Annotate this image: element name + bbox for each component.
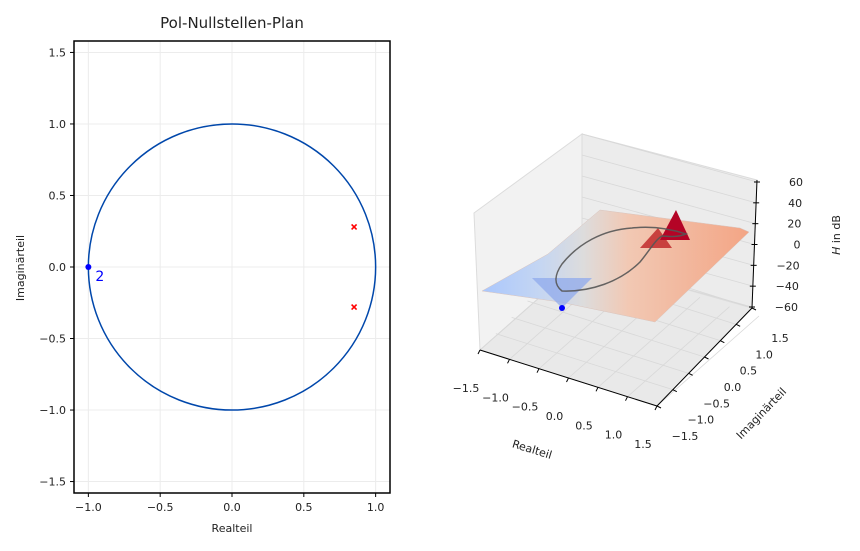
surface-x-tick-label: −1.5 (453, 382, 480, 395)
surface-x-tick (477, 349, 481, 355)
surface-x-gridline (656, 315, 760, 407)
surface-z-tick-label: 20 (787, 218, 801, 231)
pz-x-tick-label: 0.0 (223, 501, 241, 514)
pz-y-tick-label: −0.5 (39, 333, 66, 346)
pole-peak-1 (640, 228, 672, 248)
surface-y-tick (656, 405, 662, 409)
surface-y-tick (704, 356, 709, 360)
surface-x-tick (566, 377, 569, 383)
surface-x-tick (625, 396, 628, 401)
surface-y-tick-label: 1.0 (755, 348, 773, 361)
pz-x-tick-label: −0.5 (147, 501, 174, 514)
unit-circle-curve (555, 226, 689, 292)
surface-y-gridline (527, 300, 705, 358)
pz-y-tick-label: 1.5 (49, 46, 67, 59)
surface-x-tick (654, 405, 658, 411)
surface-x-ticks: −1.5−1.0−0.5 0.0 0.5 1.0 1.5 (453, 349, 658, 451)
surface-z-ticks: 60 40 20 0 −20 −40 −60 (749, 176, 803, 314)
surface-zero-marker (559, 305, 565, 311)
magnitude-surface-plot: −1.5−1.0−0.50.00.51.01.5 −1.5−1.0−0.50.0… (453, 133, 843, 462)
pz-x-tick-label: −1.0 (75, 501, 102, 514)
surface-y-tick (688, 372, 693, 376)
pz-grid (74, 41, 390, 493)
pz-title: Pol-Nullstellen-Plan (160, 14, 304, 32)
zero-multiplicity-label: 2 (95, 269, 104, 285)
surface-y-tick-label: 0.0 (724, 381, 742, 394)
surface-x-tick-label: 1.0 (605, 429, 623, 442)
surface-x-tick-label: −0.5 (512, 401, 539, 414)
surface-z-tick-label: 60 (789, 176, 803, 189)
surface-x-tick-label: −1.0 (482, 391, 509, 404)
surface-z-gridline (581, 154, 757, 204)
surface-x-tick (507, 359, 510, 364)
surface-x-gridline (597, 297, 701, 388)
surface-y-ticks: −1.5 −1.0 −0.5 0.0 0.5 1.0 1.5 (656, 307, 789, 443)
surface-y-tick (672, 389, 678, 393)
pole-marker (351, 303, 358, 311)
surface-x-tick-label: 0.5 (575, 419, 593, 432)
surface-x-tick-label: 1.5 (634, 438, 652, 451)
surface-z-tick-label: −20 (776, 259, 799, 272)
pole-zero-plot: Pol-Nullstellen-Plan 2 −1.0 −0.5 0.0 0.5 1.0… (14, 14, 391, 535)
pz-x-axis-label: Realteil (212, 522, 253, 535)
surface-y-axis-label: Imaginärteil (734, 385, 789, 442)
surface-x-tick-label: 0.0 (546, 410, 564, 423)
surface-z-tick-label: −60 (775, 301, 798, 314)
pz-plot-area: 2 (85, 123, 377, 411)
surface-x-axis-label: Realteil (511, 437, 554, 461)
surface-dip (532, 278, 592, 308)
surface-y-tick-label: 0.5 (740, 365, 758, 378)
surface-y-tick (720, 340, 725, 344)
pole-marker (351, 223, 358, 231)
pz-x-tick-label: 1.0 (367, 501, 385, 514)
surface-y-tick (735, 323, 741, 327)
pz-y-tick-label: −1.0 (39, 404, 66, 417)
surface-x-gridline (627, 306, 730, 397)
surface-y-gridline (495, 333, 673, 391)
surface-x-tick (595, 387, 599, 392)
pz-y-ticks: −1.5 −1.0 −0.5 0.0 0.5 1.0 1.5 (39, 46, 74, 489)
zero-marker (85, 264, 92, 270)
pz-y-axis-label: Imaginärteil (14, 235, 27, 301)
surface-y-tick (751, 307, 757, 311)
pz-x-tick-label: 0.5 (295, 501, 313, 514)
pz-x-ticks: −1.0 −0.5 0.0 0.5 1.0 (75, 493, 384, 514)
surface-z-tick-label: 0 (794, 239, 801, 252)
surface-y-tick-label: −0.5 (703, 397, 730, 410)
surface-y-tick-label: 1.5 (771, 332, 789, 345)
surface-z-gridline (581, 133, 758, 183)
pz-y-tick-label: 1.0 (49, 118, 67, 131)
surface-z-tick-label: 40 (788, 197, 802, 210)
pz-y-tick-label: −1.5 (39, 476, 66, 489)
surface-z-gridline (581, 175, 756, 225)
surface-y-tick-label: −1.0 (687, 414, 714, 427)
surface-x-tick (536, 368, 540, 373)
surface-y-tick-label: −1.5 (672, 430, 699, 443)
surface-z-tick-label: −40 (776, 280, 799, 293)
surface-z-axis-label: H in dB (830, 215, 843, 255)
surface-y-gridline (511, 316, 689, 374)
pz-y-tick-label: 0.0 (49, 261, 67, 274)
pz-y-tick-label: 0.5 (49, 189, 67, 202)
